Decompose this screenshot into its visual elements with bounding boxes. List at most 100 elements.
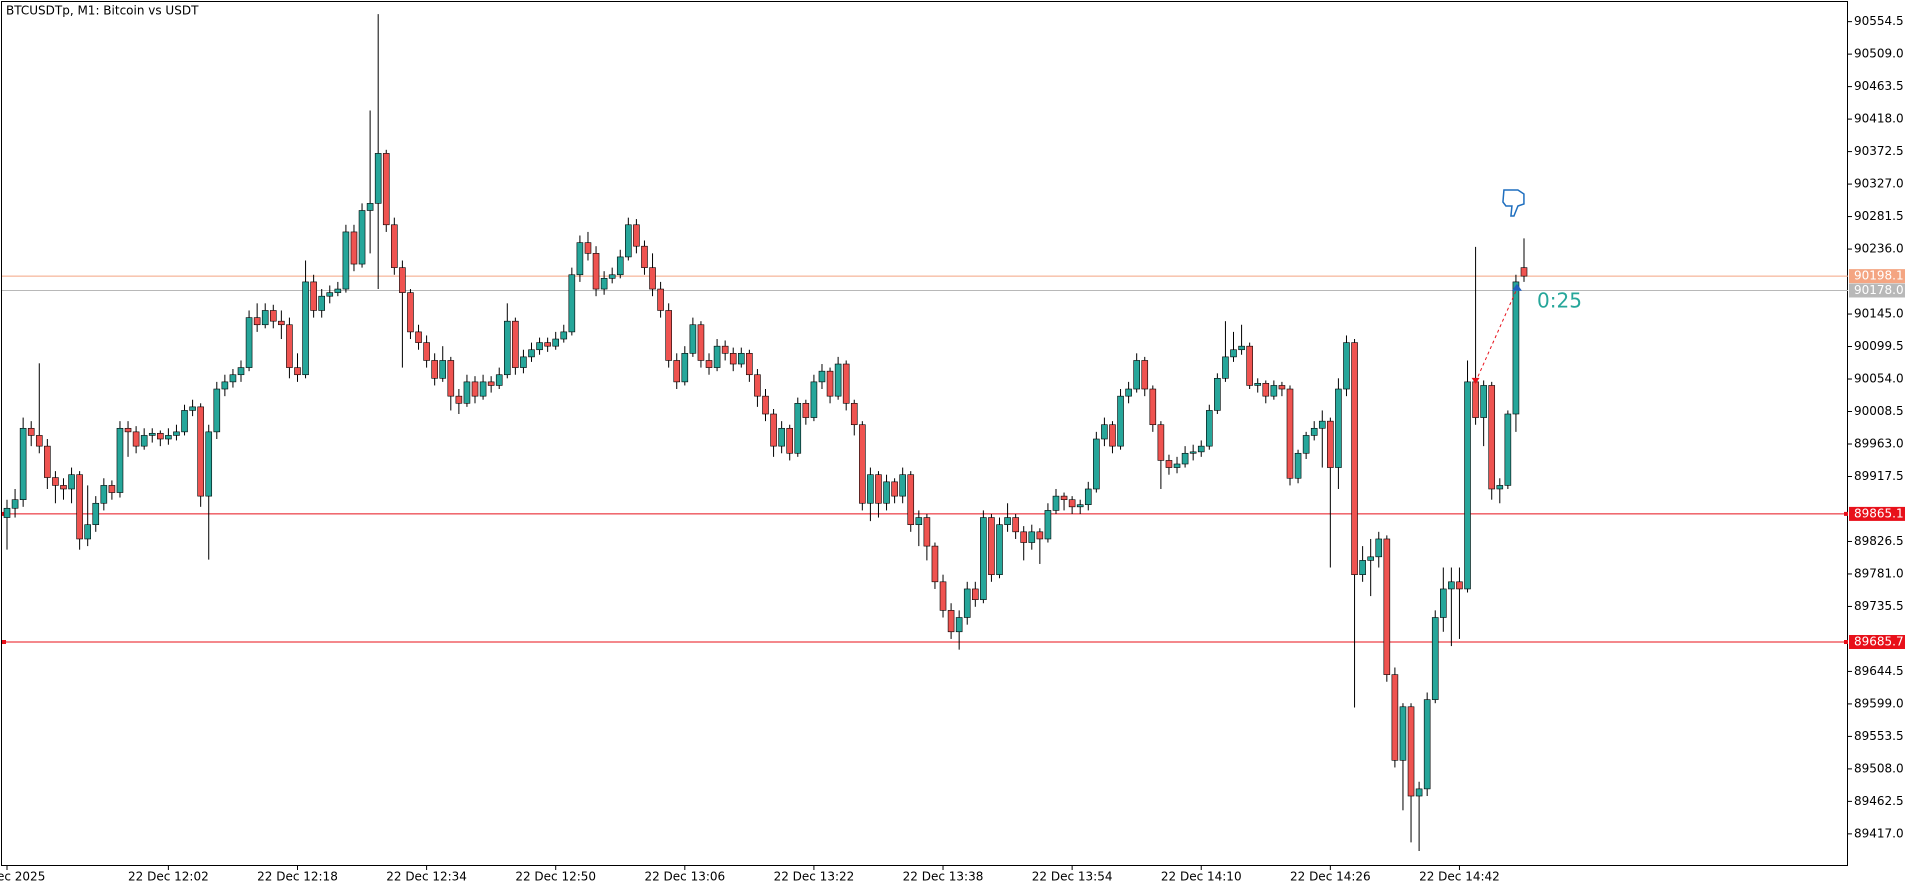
candle-body	[35, 435, 43, 447]
candle-body	[471, 381, 479, 397]
x-tick-label: 22 Dec 14:26	[1290, 870, 1371, 884]
candle-body	[278, 320, 285, 326]
y-tick-label: 89417.0	[1854, 826, 1904, 840]
candle-body	[1222, 356, 1229, 379]
candle-body	[996, 524, 1003, 575]
candle-body	[818, 370, 826, 383]
candle-body	[1302, 435, 1310, 454]
price-label: 90178.0	[1854, 283, 1904, 297]
candle-body	[391, 224, 398, 268]
candle-body	[1496, 485, 1504, 490]
candle-body	[536, 342, 543, 351]
candle-body	[76, 474, 83, 540]
candle-body	[382, 153, 390, 226]
candle-body	[1206, 410, 1213, 447]
candle-body	[431, 360, 438, 379]
y-tick-label: 90327.0	[1854, 177, 1904, 191]
candle-body	[1262, 383, 1270, 397]
y-tick-label: 90236.0	[1854, 242, 1904, 256]
candle-body	[1367, 556, 1374, 561]
candle-body	[27, 427, 35, 436]
candle-body	[1076, 504, 1084, 508]
candle-body	[374, 153, 382, 204]
candle-body	[1335, 388, 1342, 468]
candle-body	[318, 295, 325, 311]
candle-body	[713, 345, 721, 368]
candle-body	[197, 406, 204, 497]
candle-body	[140, 435, 148, 447]
thumbs-down-icon	[1502, 189, 1525, 217]
candle-body	[399, 267, 406, 293]
candle-body	[1157, 424, 1165, 461]
candle-body	[116, 427, 124, 493]
candle-body	[1084, 488, 1092, 505]
candle-body	[1165, 460, 1173, 468]
candle-body	[1294, 452, 1302, 479]
candle-body	[165, 435, 172, 440]
candle-body	[600, 278, 608, 290]
x-tick-label: 22 Dec 2025	[0, 870, 45, 884]
candle-body	[1448, 581, 1455, 590]
candle-body	[342, 231, 350, 290]
candle-body	[875, 474, 882, 504]
candle-body	[560, 331, 568, 340]
candle-body	[132, 431, 140, 447]
candle-body	[608, 274, 616, 279]
y-tick-label: 89917.5	[1854, 469, 1904, 483]
candle-body	[1472, 381, 1479, 418]
candle-body	[923, 517, 931, 547]
candle-body	[1246, 345, 1253, 386]
candle-body	[1044, 510, 1052, 540]
candle-body	[503, 320, 511, 376]
candle-body	[60, 485, 67, 490]
candle-body	[415, 331, 422, 343]
candle-body	[705, 360, 713, 368]
candle-body	[850, 402, 858, 426]
candle-body	[1286, 388, 1294, 479]
x-tick-label: 22 Dec 14:42	[1419, 870, 1500, 884]
y-tick-label: 89781.0	[1854, 566, 1904, 580]
buy-arrow	[1511, 283, 1522, 291]
candle-body	[520, 356, 527, 368]
candle-body	[883, 481, 890, 504]
candle-body	[697, 324, 705, 361]
line-handle	[1844, 640, 1848, 645]
candle-body	[1141, 360, 1149, 390]
candle-body	[778, 427, 785, 447]
candle-body	[294, 367, 301, 376]
candle-body	[899, 474, 906, 497]
candle-body	[189, 406, 196, 411]
candle-body	[108, 485, 116, 493]
candle-body	[649, 267, 656, 290]
y-tick-label: 89644.5	[1854, 664, 1904, 678]
x-tick-label: 22 Dec 13:22	[774, 870, 855, 884]
y-tick-label: 90054.0	[1854, 372, 1904, 386]
candle-body	[770, 413, 777, 447]
candle-body	[1480, 385, 1487, 418]
candle-body	[1407, 706, 1415, 797]
candle-body	[181, 410, 188, 433]
candle-body	[842, 363, 850, 404]
candle-body	[245, 317, 253, 368]
candle-body	[625, 224, 632, 258]
candle-body	[544, 342, 551, 347]
countdown: 0:25	[1537, 289, 1582, 313]
candle-body	[463, 381, 471, 404]
candle-body	[1327, 420, 1334, 468]
y-tick-label: 90418.0	[1854, 112, 1904, 126]
candle-body	[1173, 463, 1181, 468]
candle-body	[487, 381, 495, 386]
candle-body	[310, 281, 317, 311]
candle-body	[1456, 581, 1463, 590]
candle-body	[1230, 349, 1237, 358]
candle-body	[1052, 495, 1060, 511]
candle-body	[1189, 451, 1197, 454]
candle-body	[980, 517, 987, 600]
candle-body	[1512, 281, 1520, 415]
y-tick-label: 90372.5	[1854, 144, 1904, 158]
candle-body	[1488, 385, 1496, 490]
candle-body	[1504, 413, 1512, 486]
candle-body	[1520, 267, 1528, 277]
candle-body	[3, 507, 11, 518]
